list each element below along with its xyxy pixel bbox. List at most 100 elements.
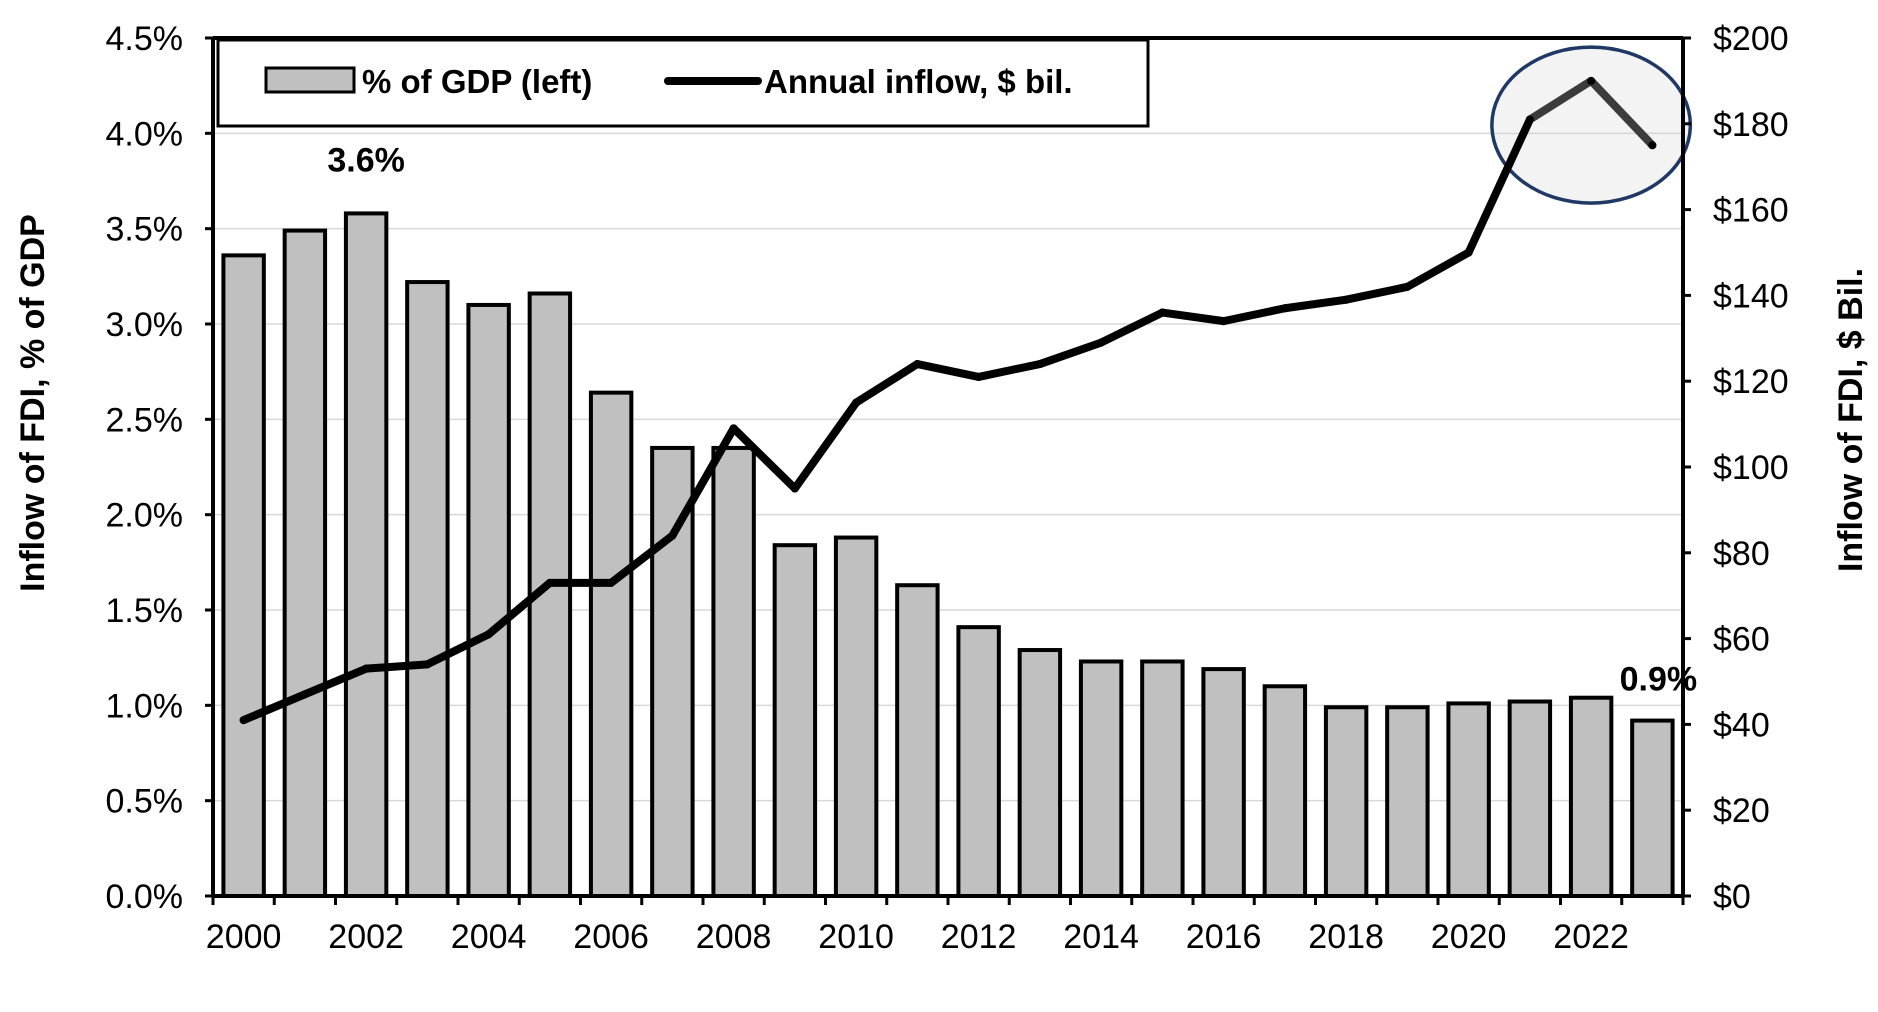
x-tick-label: 2010 [818, 918, 894, 956]
right-axis-title: Inflow of FDI, $ Bil. [1832, 268, 1870, 572]
right-tick-label: $40 [1713, 706, 1770, 744]
legend-swatch-bar [264, 66, 356, 94]
line-point-2019 [1403, 282, 1412, 291]
line-segment-2022-2023 [1587, 76, 1657, 150]
bar-2008 [711, 445, 756, 898]
line-point-2013 [1035, 360, 1044, 369]
line-segment-2015-2016 [1158, 308, 1228, 326]
line-point-2007 [668, 531, 677, 540]
bar-2009 [772, 543, 818, 898]
line-segment-2019-2020 [1403, 248, 1473, 291]
bar-2016 [1201, 667, 1246, 899]
left-tick-label: 3.5% [106, 211, 184, 249]
line-point-2001 [300, 690, 309, 699]
gridlines [213, 132, 1683, 802]
right-tick-label: $180 [1713, 106, 1789, 144]
bar-2014 [1078, 659, 1124, 898]
left-tick-label: 0.0% [106, 878, 184, 916]
line-segment-2021-2022 [1525, 76, 1596, 124]
line-segment-2009-2010 [790, 398, 861, 493]
line-segment-2018-2019 [1342, 282, 1412, 304]
left-tick-label: 1.5% [106, 592, 184, 630]
x-tick-label: 2006 [573, 918, 649, 956]
line-series-annual-inflow [239, 76, 1657, 725]
line-segment-2004-2005 [484, 578, 554, 639]
bar-2004 [466, 302, 511, 898]
right-tick-label: $60 [1713, 621, 1770, 659]
line-point-2018 [1342, 295, 1351, 304]
line-segment-2006-2007 [607, 531, 677, 587]
value-annotations: 3.6% 0.9% [327, 141, 1697, 698]
line-point-2004 [484, 630, 493, 639]
x-tick-label: 2000 [206, 918, 282, 956]
bar-2010 [833, 535, 879, 899]
highlight-ellipse [1490, 45, 1693, 205]
line-point-2009 [790, 484, 799, 493]
right-tick-label: $100 [1713, 449, 1789, 487]
x-tick-label: 2016 [1186, 918, 1262, 956]
line-point-2020 [1464, 248, 1473, 257]
left-tick-label: 4.5% [106, 20, 184, 58]
right-tick-label: $20 [1713, 792, 1770, 830]
line-segment-2008-2009 [729, 424, 799, 493]
line-point-2005 [545, 578, 554, 587]
legend: % of GDP (left) Annual inflow, $ bil. [216, 38, 1150, 128]
line-segment-2003-2004 [423, 630, 493, 669]
bar-series-gdp-share [221, 211, 1675, 899]
x-tick-label: 2012 [941, 918, 1017, 956]
line-point-2016 [1219, 317, 1228, 326]
x-tick-label: 2014 [1063, 918, 1139, 956]
right-axis-ticks: $0 $20 $40 $60 $80 $100 $120 $140 $160 $180 $200 [1683, 20, 1789, 916]
bar-2020 [1446, 701, 1491, 899]
bar-2017 [1262, 684, 1308, 898]
right-tick-label: $120 [1713, 363, 1789, 401]
line-point-2008 [729, 424, 738, 433]
annotation-label: 3.6% [327, 141, 405, 179]
bar-2002 [343, 211, 389, 898]
x-tick-label: 2022 [1553, 918, 1629, 956]
x-tick-label: 2002 [328, 918, 404, 956]
annotation-label: 0.9% [1620, 661, 1698, 699]
line-point-2022 [1587, 76, 1596, 85]
x-tick-label: 2004 [451, 918, 527, 956]
line-point-2011 [913, 360, 922, 369]
legend-label-bar: % of GDP (left) [362, 63, 592, 100]
left-tick-label: 3.0% [106, 306, 184, 344]
line-segment-2011-2012 [913, 360, 983, 381]
bar-2018 [1323, 705, 1369, 898]
line-point-2012 [974, 372, 983, 381]
highlight-ellipse-layer [1490, 45, 1693, 205]
x-tick-label: 2008 [696, 918, 772, 956]
line-point-2014 [1097, 338, 1106, 347]
left-tick-label: 2.5% [106, 401, 184, 439]
x-axis-ticks: 2000 2002 2004 2006 2008 2010 2012 2014 2016 2018… [206, 896, 1685, 956]
left-tick-label: 2.0% [106, 497, 184, 535]
bar-2012 [956, 625, 1001, 898]
left-tick-label: 0.5% [106, 783, 184, 821]
left-axis-title: Inflow of FDI, % of GDP [14, 214, 52, 592]
bar-2019 [1385, 705, 1430, 898]
line-segment-2000-2001 [239, 690, 309, 725]
line-point-2002 [362, 664, 371, 673]
line-segment-2010-2011 [852, 360, 922, 407]
line-point-2015 [1158, 308, 1167, 317]
line-segment-2012-2013 [974, 360, 1044, 381]
legend-label-line: Annual inflow, $ bil. [764, 63, 1073, 100]
right-tick-label: $200 [1713, 20, 1789, 58]
line-point-2023 [1648, 141, 1657, 150]
line-segment-2014-2015 [1097, 308, 1167, 347]
bar-2006 [588, 390, 634, 898]
line-segment-2007-2008 [668, 424, 738, 540]
right-tick-label: $160 [1713, 192, 1789, 230]
left-axis-ticks: 0.0% 0.5% 1.0% 1.5% 2.0% 2.5% 3.0% 3.5% 4.0% 4.5% [106, 20, 213, 916]
bar-2022 [1568, 695, 1614, 898]
left-tick-label: 1.0% [106, 687, 184, 725]
x-tick-label: 2018 [1308, 918, 1384, 956]
bar-2000 [221, 253, 266, 899]
line-point-2006 [607, 578, 616, 587]
line-segment-2020-2021 [1464, 115, 1534, 257]
x-tick-label: 2020 [1431, 918, 1507, 956]
line-segment-2001-2002 [300, 664, 371, 699]
line-point-2000 [239, 716, 248, 725]
